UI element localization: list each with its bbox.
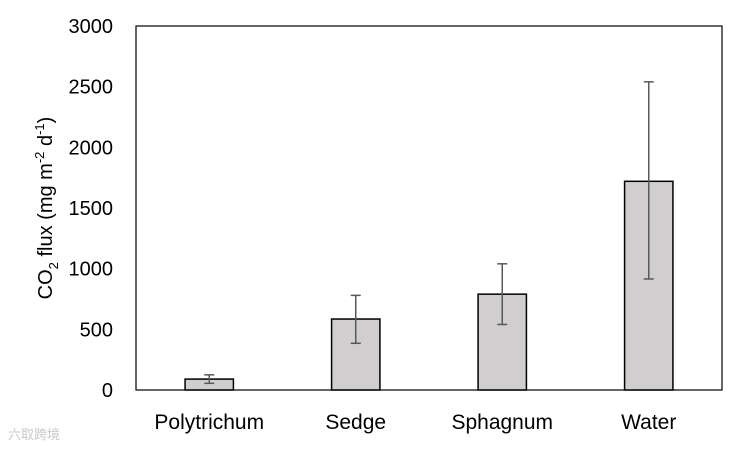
- y-tick-label-2000: 2000: [69, 137, 114, 159]
- error-bar-sedge: [350, 294, 361, 345]
- y-axis-title-superscript-2: -1: [32, 123, 47, 135]
- x-label-sphagnum: Sphagnum: [451, 411, 553, 434]
- y-axis-title-part-c: d: [35, 135, 57, 152]
- error-bar-polytrichum: [204, 374, 215, 385]
- y-axis-title-part-a: CO: [35, 269, 57, 299]
- bars: [184, 180, 674, 391]
- x-label-sedge: Sedge: [325, 411, 386, 434]
- y-axis-title-part-d: ): [35, 117, 57, 124]
- error-bar-water: [643, 81, 654, 280]
- x-label-polytrichum: Polytrichum: [154, 411, 264, 434]
- watermark: 六取跨境: [8, 428, 61, 443]
- y-tick-label-1500: 1500: [69, 198, 114, 220]
- x-label-water: Water: [621, 411, 676, 434]
- y-tick-label-1000: 1000: [69, 259, 114, 281]
- y-tick-label-0: 0: [102, 380, 113, 402]
- plot-frame: [135, 25, 723, 391]
- y-tick-label-500: 500: [80, 319, 113, 341]
- y-axis-title-subscript: 2: [46, 262, 61, 269]
- error-bars: [204, 81, 654, 385]
- error-bar-sphagnum: [497, 263, 508, 326]
- y-axis-title: CO2 flux (mg m-2 d-1): [32, 117, 61, 300]
- y-axis-title-superscript-1: -2: [32, 152, 47, 164]
- y-tick-labels: 0 500 1000 1500 2000 2500 3000: [69, 16, 114, 402]
- y-tick-label-3000: 3000: [69, 16, 114, 38]
- y-tick-label-2500: 2500: [69, 77, 114, 99]
- y-axis-title-part-b: flux (mg m: [35, 163, 57, 262]
- x-category-labels: Polytrichum Sedge Sphagnum Water: [154, 411, 676, 434]
